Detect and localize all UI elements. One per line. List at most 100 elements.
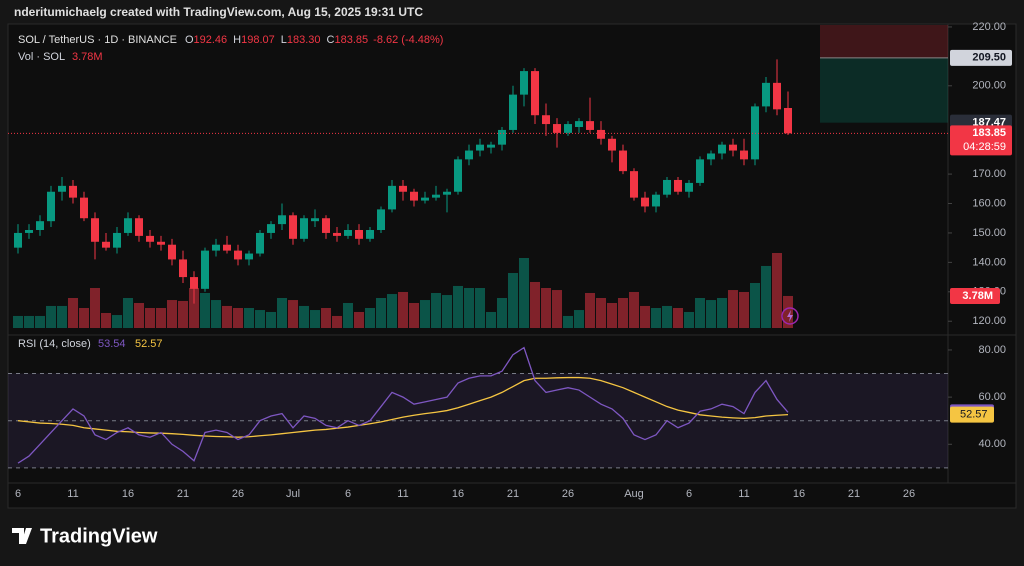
- candle-body: [663, 179, 671, 195]
- candle-body: [619, 150, 627, 172]
- volume-bar: [750, 283, 760, 328]
- x-tick-label: 6: [345, 488, 351, 500]
- candle-body: [421, 197, 429, 201]
- volume-bar: [211, 300, 221, 328]
- volume-bar: [387, 294, 397, 328]
- volume-bar: [398, 291, 408, 328]
- volume-bar: [717, 298, 727, 328]
- volume-bar: [431, 293, 441, 328]
- candle-body: [47, 191, 55, 222]
- candle-body: [476, 144, 484, 151]
- volume-legend-value: 3.78M: [72, 51, 103, 63]
- x-tick-label: 11: [397, 488, 408, 500]
- x-tick-label: 6: [15, 488, 21, 500]
- x-tick-label: 26: [232, 488, 244, 500]
- position-stop-zone: [820, 25, 948, 58]
- candle-body: [575, 121, 583, 127]
- candle-body: [399, 185, 407, 192]
- candle-body: [674, 179, 682, 192]
- candle-body: [487, 144, 495, 148]
- target-label-box: [950, 49, 1012, 66]
- rsi-line: [17, 346, 789, 464]
- target-label: 209.50: [972, 52, 1006, 64]
- volume-bar: [409, 303, 419, 328]
- volume-bar: [640, 305, 650, 328]
- x-tick-label: 26: [562, 488, 574, 500]
- volume-bar: [123, 298, 133, 328]
- volume-bar: [244, 308, 254, 328]
- volume-bar: [486, 311, 496, 328]
- volume-bar: [156, 308, 166, 328]
- header: nderitumichaelg created with TradingView…: [14, 5, 423, 19]
- legend-key: H: [233, 34, 241, 46]
- volume-bar: [101, 313, 111, 328]
- legend-value: 192.46: [194, 34, 228, 46]
- volume-bar: [552, 290, 562, 328]
- rsi-value-label: 52.57: [960, 409, 988, 421]
- volume-bar: [442, 295, 452, 328]
- volume-bar: [90, 288, 100, 328]
- volume-bar: [783, 295, 793, 328]
- candle-body: [58, 185, 66, 192]
- volume-bar: [607, 303, 617, 328]
- volume-bar: [695, 298, 705, 328]
- volume-bar: [277, 298, 287, 328]
- position-target-zone: [820, 57, 948, 123]
- volume-bar: [112, 315, 122, 328]
- x-tick-label: 16: [452, 488, 464, 500]
- candle-body: [740, 150, 748, 160]
- candle-body: [267, 224, 275, 233]
- legend-value: 183.85: [335, 34, 369, 46]
- volume-bar: [354, 311, 364, 328]
- volume-bar: [68, 298, 78, 328]
- x-tick-label: 21: [177, 488, 189, 500]
- candle-body: [597, 129, 605, 139]
- volume-bar: [706, 300, 716, 328]
- candle-body: [762, 82, 770, 107]
- rsi-y-tick-label: 40.00: [978, 438, 1006, 450]
- rsi-value-box: [950, 406, 994, 423]
- candle-body: [91, 218, 99, 242]
- volume-bar: [57, 305, 67, 328]
- x-tick-label: 6: [686, 488, 692, 500]
- volume-bar: [772, 253, 782, 328]
- candle-body: [531, 71, 539, 116]
- candle-body: [135, 218, 143, 236]
- candle-body: [36, 221, 44, 230]
- candle-body: [377, 209, 385, 230]
- candle-body: [729, 144, 737, 151]
- x-tick-label: Jul: [286, 488, 300, 500]
- candle-body: [245, 253, 253, 260]
- candle-body: [630, 171, 638, 198]
- volume-bar: [497, 298, 507, 328]
- y-tick-label: 200.00: [972, 80, 1006, 92]
- volume-bar: [266, 311, 276, 328]
- volume-bar: [46, 305, 56, 328]
- candle-body: [685, 182, 693, 192]
- volume-label: 3.78M: [962, 290, 993, 302]
- volume-bar: [321, 308, 331, 328]
- volume-bar: [651, 308, 661, 328]
- volume-bar: [464, 288, 474, 328]
- legend-key: C: [327, 34, 335, 46]
- volume-bar: [453, 285, 463, 328]
- x-tick-label: Aug: [624, 488, 644, 500]
- volume-bar: [519, 258, 529, 328]
- volume-bar: [662, 305, 672, 328]
- candle-body: [586, 121, 594, 130]
- candle-body: [168, 244, 176, 260]
- legend-line: SOL / TetherUS · 1D · BINANCE O192.46 H198…: [18, 34, 443, 46]
- logo-mark: [12, 528, 32, 544]
- candle-body: [498, 129, 506, 145]
- volume-bar: [200, 293, 210, 328]
- rsi-ma-line: [17, 376, 789, 438]
- volume-bar: [684, 311, 694, 328]
- volume-bar: [178, 300, 188, 328]
- legend-key: L: [281, 34, 287, 46]
- candle-body: [553, 124, 561, 133]
- candle-body: [190, 277, 198, 289]
- volume-bar: [739, 291, 749, 328]
- x-tick-label: 16: [122, 488, 134, 500]
- candle-body: [201, 250, 209, 289]
